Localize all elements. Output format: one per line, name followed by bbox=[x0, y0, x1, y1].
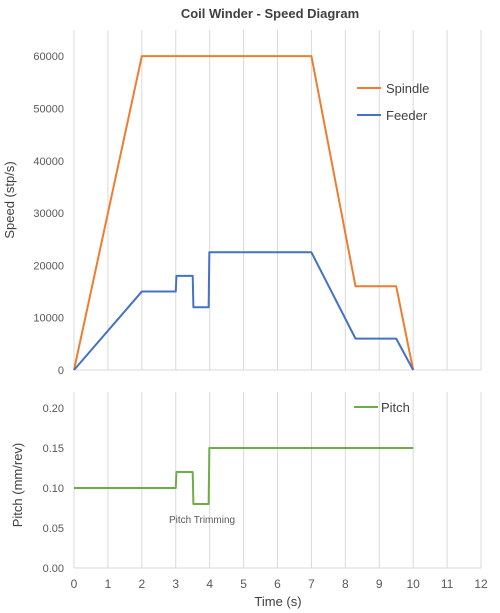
time-axis-label: Time (s) bbox=[254, 594, 301, 609]
speed-tick-30000: 30000 bbox=[33, 208, 64, 220]
bottom-panel-gridlines bbox=[73, 392, 482, 568]
pitch-tick-0.10: 0.10 bbox=[43, 483, 64, 495]
pitch-tick-0.00: 0.00 bbox=[43, 563, 64, 575]
time-tick-3: 3 bbox=[172, 577, 179, 591]
time-tick-11: 11 bbox=[441, 577, 454, 591]
pitch-tick-0.05: 0.05 bbox=[43, 523, 64, 535]
time-tick-12: 12 bbox=[474, 577, 488, 591]
time-tick-0: 0 bbox=[71, 577, 78, 591]
speed-tick-50000: 50000 bbox=[33, 103, 64, 115]
pitch-series-line bbox=[74, 447, 414, 505]
legend-pitch: Pitch bbox=[354, 400, 410, 415]
time-tick-1: 1 bbox=[105, 577, 112, 591]
pitch-trimming-annotation: Pitch Trimming bbox=[169, 515, 235, 526]
time-tick-10: 10 bbox=[406, 577, 420, 591]
time-tick-2: 2 bbox=[138, 577, 145, 591]
legend-spindle: Spindle bbox=[357, 81, 429, 96]
speed-tick-10000: 10000 bbox=[33, 313, 64, 325]
pitch-tick-0.20: 0.20 bbox=[43, 403, 64, 415]
pitch-axis-label: Pitch (mm/rev) bbox=[10, 443, 25, 528]
legend-feeder: Feeder bbox=[357, 108, 428, 123]
spindle-series-line bbox=[73, 55, 415, 371]
feeder-series-line bbox=[73, 251, 415, 371]
time-tick-4: 4 bbox=[206, 577, 213, 591]
legend-label-spindle: Spindle bbox=[386, 81, 429, 96]
top-panel-gridlines bbox=[73, 30, 482, 370]
legend-label-pitch: Pitch bbox=[381, 400, 410, 415]
legend-label-feeder: Feeder bbox=[386, 108, 428, 123]
time-tick-8: 8 bbox=[342, 577, 349, 591]
time-tick-6: 6 bbox=[274, 577, 281, 591]
chart-title: Coil Winder - Speed Diagram bbox=[181, 6, 359, 21]
speed-axis-label: Speed (stp/s) bbox=[2, 161, 17, 238]
speed-tick-40000: 40000 bbox=[33, 156, 64, 168]
time-tick-5: 5 bbox=[240, 577, 247, 591]
time-tick-labels: 0 1 2 3 4 5 6 7 8 9 10 11 12 bbox=[71, 577, 488, 591]
speed-tick-60000: 60000 bbox=[33, 51, 64, 63]
pitch-tick-0.15: 0.15 bbox=[43, 443, 64, 455]
time-tick-9: 9 bbox=[376, 577, 383, 591]
speed-tick-20000: 20000 bbox=[33, 260, 64, 272]
pitch-tick-labels: 0.00 0.05 0.10 0.15 0.20 bbox=[43, 403, 64, 575]
time-tick-7: 7 bbox=[308, 577, 315, 591]
speed-tick-0: 0 bbox=[58, 365, 64, 377]
speed-tick-labels: 0 10000 20000 30000 40000 50000 60000 bbox=[33, 51, 64, 377]
